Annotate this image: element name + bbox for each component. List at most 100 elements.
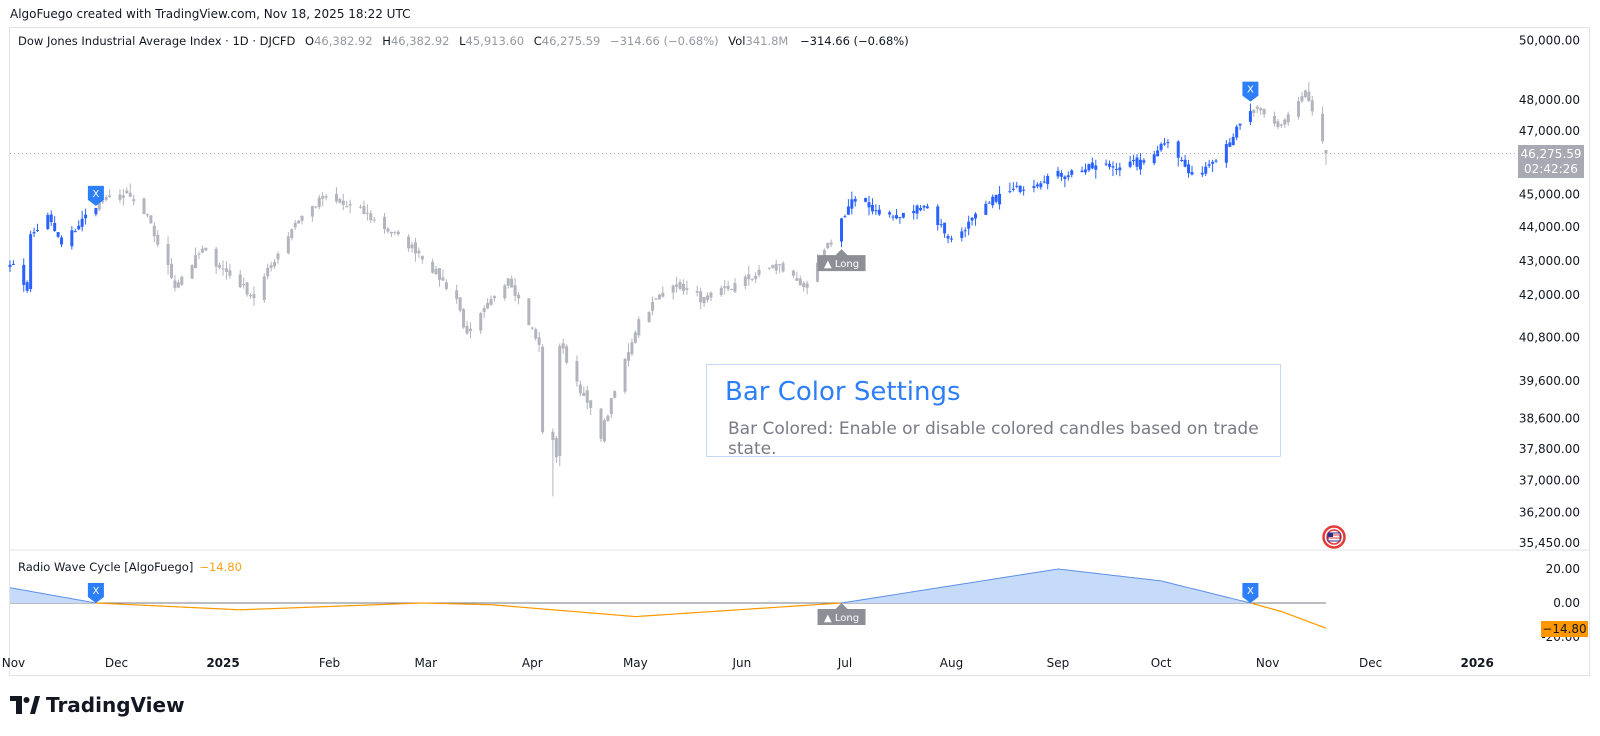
price-axis-label: 39,600.00 xyxy=(1519,374,1580,388)
candle-body xyxy=(998,193,1002,205)
candle-body xyxy=(774,263,778,271)
candle-body xyxy=(1307,91,1311,101)
candle-body xyxy=(365,212,369,214)
candle-body xyxy=(867,202,871,208)
candle-body xyxy=(733,283,737,292)
candle-body xyxy=(249,294,253,297)
candle-body xyxy=(53,222,57,231)
legend-volume-key: Vol xyxy=(728,34,746,48)
candle-body xyxy=(1070,170,1074,175)
time-axis-label: Nov xyxy=(2,656,25,670)
candle-body xyxy=(685,288,689,290)
candle-body xyxy=(1080,170,1084,173)
candle-body xyxy=(1228,142,1232,147)
candle-body xyxy=(218,264,222,268)
candle-body xyxy=(60,237,64,245)
candle-body xyxy=(444,282,448,289)
candle-body xyxy=(1108,163,1112,167)
legend-open-value: 46,382.92 xyxy=(314,34,373,48)
candle-body xyxy=(190,265,194,279)
candle-body xyxy=(1300,96,1304,102)
price-axis-label: 37,000.00 xyxy=(1519,473,1580,487)
oscillator-exit-marker[interactable]: X xyxy=(1242,583,1259,603)
time-axis-label: Dec xyxy=(1359,656,1382,670)
candle-body xyxy=(602,420,606,442)
price-axis-label: 40,800.00 xyxy=(1519,331,1580,345)
candle-body xyxy=(991,196,995,206)
legend-low-key: L xyxy=(459,34,466,48)
candle-body xyxy=(582,392,586,397)
tradingview-logo[interactable]: TradingView xyxy=(10,693,185,717)
candle-body xyxy=(974,213,978,219)
candle-body xyxy=(1118,167,1122,171)
candle-body xyxy=(345,206,349,208)
price-axis-label: 43,000.00 xyxy=(1519,254,1580,268)
chart-frame[interactable] xyxy=(9,27,1590,676)
symbol-title[interactable]: Dow Jones Industrial Average Index · 1D … xyxy=(18,34,296,48)
price-axis-label: 36,200.00 xyxy=(1519,505,1580,519)
us-flag-icon[interactable] xyxy=(1319,525,1349,549)
candle-body xyxy=(1142,160,1146,163)
candle-body xyxy=(1276,121,1280,128)
candle-body xyxy=(1152,154,1156,164)
candle-body xyxy=(420,255,424,260)
candle-body xyxy=(1059,173,1063,177)
candle-body xyxy=(393,231,397,233)
candle-body xyxy=(946,236,950,239)
price-axis-label: 45,000.00 xyxy=(1519,187,1580,201)
candle-body xyxy=(633,332,637,343)
oscillator-exit-marker[interactable]: X xyxy=(87,583,104,603)
candle-body xyxy=(101,200,105,203)
candle-body xyxy=(1156,150,1160,157)
candle-body xyxy=(1042,181,1046,183)
candle-body xyxy=(334,193,338,202)
candle-body xyxy=(840,218,844,242)
candle-body xyxy=(372,219,376,221)
candle-body xyxy=(626,352,630,361)
candle-body xyxy=(297,220,301,224)
candle-body xyxy=(8,264,12,267)
candle-body xyxy=(169,263,173,278)
oscillator-name[interactable]: Radio Wave Cycle [AlgoFuego] xyxy=(18,560,194,574)
time-axis-label: Nov xyxy=(1256,656,1279,670)
candle-body xyxy=(389,231,393,234)
exit-marker-label: X xyxy=(92,586,99,597)
candle-body xyxy=(778,264,782,266)
candle-body xyxy=(104,197,108,200)
candle-body xyxy=(558,345,562,456)
candle-body xyxy=(1163,143,1167,145)
candle-body xyxy=(695,291,699,293)
exit-signal-marker[interactable]: X xyxy=(87,185,104,206)
candle-body xyxy=(1032,186,1036,188)
candle-body xyxy=(901,212,905,218)
candle-body xyxy=(1180,160,1184,162)
candle-body xyxy=(1283,119,1287,125)
candle-body xyxy=(565,346,569,363)
price-axis-label: 48,000.00 xyxy=(1519,93,1580,107)
candle-body xyxy=(1011,188,1015,190)
candle-body xyxy=(383,216,387,229)
candle-body xyxy=(534,329,538,339)
legend-volume-value: 341.8M xyxy=(745,34,789,48)
candle-body xyxy=(654,298,658,300)
long-signal-marker[interactable]: ▲ Long xyxy=(817,249,866,272)
candle-body xyxy=(967,221,971,229)
candle-body xyxy=(1286,114,1290,123)
candle-body xyxy=(630,342,634,355)
candle-body xyxy=(1138,159,1142,170)
candle-body xyxy=(396,231,400,235)
candle-body xyxy=(132,199,136,202)
candle-body xyxy=(743,276,747,286)
oscillator-long-marker[interactable]: ▲ Long xyxy=(817,603,866,625)
candle-body xyxy=(719,287,723,296)
candle-body xyxy=(822,250,826,259)
candle-body xyxy=(434,268,438,275)
exit-signal-marker[interactable]: X xyxy=(1242,81,1259,102)
candle-body xyxy=(1132,159,1136,162)
candle-body xyxy=(815,262,819,282)
candle-body xyxy=(1114,168,1118,170)
candle-body xyxy=(262,276,266,300)
candle-body xyxy=(348,204,352,206)
candle-body xyxy=(173,280,177,288)
